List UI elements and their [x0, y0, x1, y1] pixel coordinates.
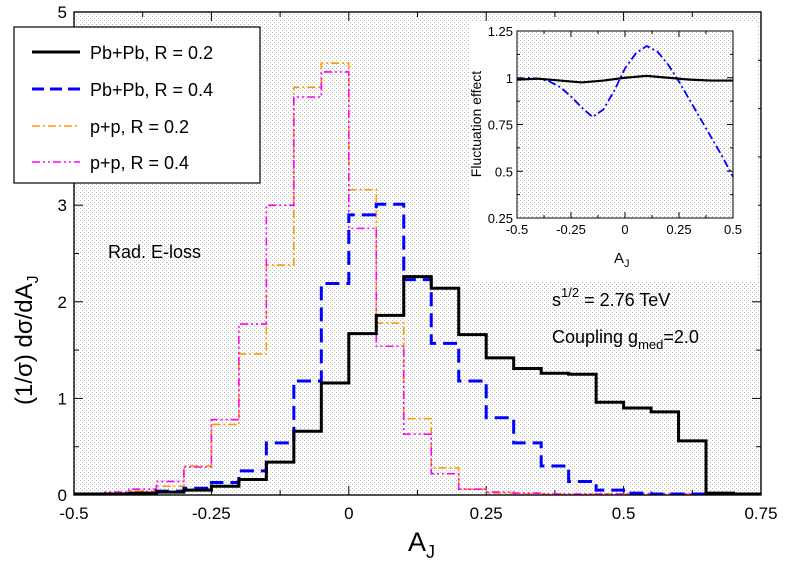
inset-x-tick-label: 0.25 — [666, 222, 691, 237]
inset-series — [516, 45, 734, 178]
main-x-tick-label: 0 — [344, 504, 353, 523]
inset-series-line-r-0-4 — [516, 45, 734, 178]
inset-series-line-r-0-2 — [516, 74, 733, 84]
inset-plot: -0.5 -0.25 0 0.25 0.5 0.25 0.5 0.75 1 1.25 AJ Flu… — [468, 21, 758, 281]
main-y-tick-label: 5 — [58, 3, 67, 22]
inset-y-tick-label: 0.75 — [488, 118, 513, 133]
series-line-p-p-r-0-4 — [74, 71, 761, 495]
inset-x-tick-label: -0.5 — [506, 222, 528, 237]
legend-label-pp-r04: p+p, R = 0.4 — [90, 153, 189, 173]
inset-y-tick-label: 0.25 — [488, 211, 513, 226]
main-y-tick-label: 3 — [58, 196, 67, 215]
inset-plot-area — [516, 30, 734, 219]
inset-y-tick-label: 1 — [506, 71, 513, 86]
inset-x-axis-label-sub: J — [624, 258, 630, 270]
main-x-tick-label: -0.25 — [192, 504, 231, 523]
inset-x-tick-label: 0.5 — [724, 222, 742, 237]
inset-tick-labels: -0.5 -0.25 0 0.25 0.5 0.25 0.5 0.75 1 1.25 — [488, 24, 742, 237]
main-y-axis-label-sub: J — [25, 275, 42, 283]
series-line-pb-pb-r-0-4 — [74, 202, 761, 496]
energy-annotation-sup: 1/2 — [561, 285, 579, 300]
main-plot-frame — [73, 11, 762, 496]
main-y-tick-label: 0 — [58, 486, 67, 505]
coupling-annotation: Coupling gmed=2.0 — [552, 327, 699, 352]
series-line-pb-pb-r-0-2 — [74, 275, 761, 496]
main-x-tick-label: 0.25 — [470, 504, 503, 523]
main-y-axis-label: (1/σ) dσ/dAJ — [11, 275, 42, 405]
legend: Pb+Pb, R = 0.2 Pb+Pb, R = 0.4 p+p, R = 0… — [13, 26, 261, 184]
main-x-axis-label-sub: J — [426, 542, 435, 562]
main-y-tick-label: 1 — [58, 389, 67, 408]
legend-label-pbpb-r02: Pb+Pb, R = 0.2 — [90, 43, 213, 63]
energy-annotation-rest: = 2.76 TeV — [579, 290, 670, 310]
series-line-p-p-r-0-2 — [74, 62, 761, 495]
inset-x-tick-label: 0 — [621, 222, 628, 237]
coupling-annotation-rest: =2.0 — [663, 327, 699, 347]
main-x-tick-label: -0.5 — [59, 504, 88, 523]
main-x-tick-label: 0.75 — [744, 504, 777, 523]
main-series — [74, 62, 761, 496]
eloss-annotation: Rad. E-loss — [108, 242, 201, 262]
coupling-annotation-sub: med — [638, 337, 663, 352]
inset-y-tick-label: 0.5 — [495, 164, 513, 179]
main-y-tick-label: 2 — [58, 293, 67, 312]
inset-plot-frame — [516, 30, 734, 219]
inset-y-tick-label: 1.25 — [488, 24, 513, 39]
main-x-axis-label: AJ — [408, 527, 435, 562]
legend-label-pbpb-r04: Pb+Pb, R = 0.4 — [90, 80, 213, 100]
legend-label-pp-r02: p+p, R = 0.2 — [90, 117, 189, 137]
energy-annotation: s1/2 = 2.76 TeV — [552, 285, 670, 310]
inset-x-axis-label: AJ — [614, 250, 630, 270]
inset-x-tick-label: -0.25 — [556, 222, 586, 237]
main-x-tick-label: 0.5 — [612, 504, 636, 523]
inset-y-axis-label: Fluctuation effect — [468, 71, 484, 177]
